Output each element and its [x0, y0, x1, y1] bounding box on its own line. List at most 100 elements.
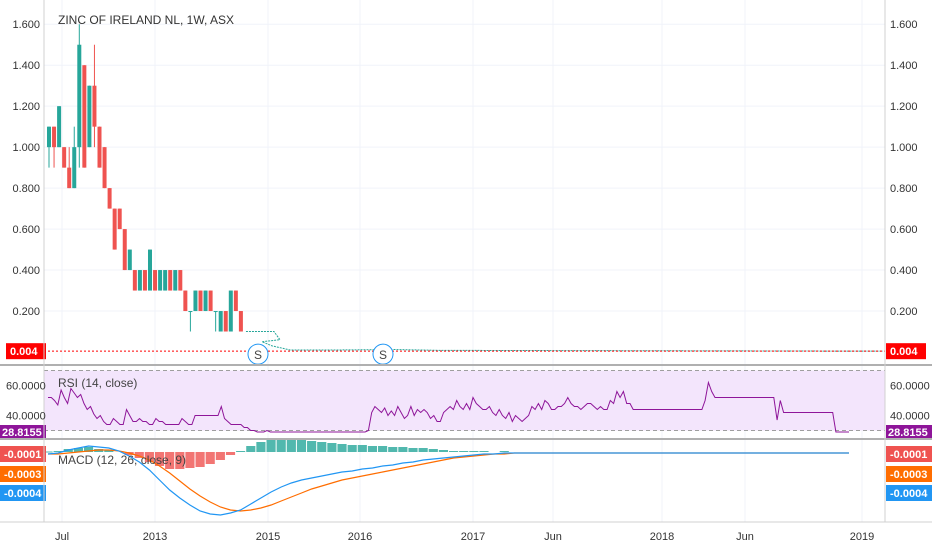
candle-body: [62, 147, 67, 168]
macd-histogram-bar: [337, 444, 347, 452]
candle-body: [117, 208, 122, 230]
macd-histogram-bar: [327, 443, 337, 452]
price-tick-left: 0.400: [12, 265, 40, 277]
macd-pane: -0.0001 -0.0001 -0.0003 -0.0003 -0.0004 -0.00…: [0, 438, 932, 516]
macd-tag-right: [886, 446, 932, 462]
price-tick-right: 1.600: [890, 19, 918, 31]
candle-body: [107, 188, 112, 209]
macd-tag-left-text: -0.0003: [4, 469, 41, 481]
split-marker-label: S: [254, 348, 262, 362]
last-price-tag-right: [886, 343, 926, 360]
rsi-last-tag-left-text: 28.8155: [2, 427, 42, 439]
macd-histogram-bar: [499, 451, 509, 452]
rsi-last-tag-left: [0, 425, 46, 439]
macd-tag-right-text: -0.0001: [890, 449, 927, 461]
price-tick-right: 0.400: [890, 265, 918, 277]
rsi-tick-left: 60.0000: [6, 381, 46, 393]
time-tick-label: Jun: [544, 531, 562, 543]
macd-histogram-bar: [418, 448, 428, 452]
macd-histogram-bar: [286, 438, 296, 452]
price-pane: 0.004 0.004 S S: [6, 24, 926, 365]
macd-histogram-bar: [438, 450, 448, 452]
candle-body: [148, 249, 152, 291]
macd-histogram-bar: [398, 447, 408, 452]
macd-histogram-bar: [165, 452, 175, 469]
macd-line: [47, 445, 849, 516]
candle-body: [67, 167, 72, 189]
candle-body: [173, 270, 178, 291]
macd-tag-right-text: -0.0003: [890, 469, 927, 481]
macd-histogram-bar: [83, 447, 94, 452]
time-tick-label: 2019: [850, 531, 874, 543]
candle-body: [57, 106, 62, 148]
candle-body: [223, 311, 228, 332]
price-tick-right: 1.200: [890, 101, 918, 113]
macd-tag-left: [0, 466, 46, 482]
macd-histogram-bar: [225, 452, 236, 455]
macd-histogram-bar: [134, 452, 144, 458]
macd-histogram-bar: [185, 452, 195, 468]
macd-histogram-bar: [408, 448, 418, 452]
macd-histogram-bar: [357, 445, 367, 452]
candle-body: [228, 290, 233, 332]
macd-histogram-bar: [246, 446, 256, 452]
price-line: [245, 331, 884, 352]
macd-histogram-bar: [449, 451, 459, 452]
price-tick-right: 0.800: [890, 183, 918, 195]
candle-body: [218, 311, 223, 332]
rsi-last-tag-right: [886, 425, 932, 439]
macd-histogram-bar: [428, 449, 438, 452]
macd-histogram-bar: [459, 451, 469, 452]
macd-histogram-bar: [43, 451, 53, 453]
macd-histogram-bar: [144, 452, 154, 462]
candle-body: [178, 270, 183, 291]
last-price-tag-left-text: 0.004: [10, 346, 38, 358]
macd-histogram-bar: [479, 451, 489, 452]
candle-body: [208, 290, 213, 312]
macd-tag-right: [886, 466, 932, 482]
macd-histogram-bar: [266, 439, 276, 452]
macd-histogram-bar: [215, 452, 225, 460]
candle-body: [97, 126, 102, 168]
candle-body: [198, 290, 203, 312]
candle-body: [127, 249, 132, 271]
candle-body: [233, 290, 238, 312]
candle-body: [77, 44, 82, 148]
candle-body: [193, 290, 198, 312]
macd-tag-left: [0, 485, 46, 501]
time-tick-label: 2016: [348, 531, 372, 543]
macd-histogram-bar: [195, 452, 205, 467]
time-tick-label: Jun: [736, 531, 754, 543]
macd-tag-left: [0, 446, 46, 462]
time-tick-label: 2013: [143, 531, 167, 543]
candle-body: [137, 270, 142, 291]
time-tick-label: 2017: [461, 531, 485, 543]
macd-histogram-bar: [367, 446, 378, 452]
price-tick-left: 0.200: [12, 306, 40, 318]
macd-histogram-bar: [347, 445, 357, 452]
price-tick-right: 0.200: [890, 306, 918, 318]
rsi-tick-right: 60.0000: [890, 381, 930, 393]
rsi-label: RSI (14, close): [58, 376, 137, 390]
candle-body: [153, 270, 158, 291]
price-tick-left: 1.400: [12, 60, 40, 72]
rsi-tick-right: 40.0000: [890, 411, 930, 423]
candle-body: [142, 270, 147, 291]
macd-histogram-bar: [73, 448, 83, 452]
price-tick-left: 1.000: [12, 142, 40, 154]
macd-histogram-bar: [296, 439, 307, 452]
time-tick-label: 2015: [256, 531, 280, 543]
candle-body: [102, 147, 107, 189]
macd-histogram-bar: [256, 442, 266, 452]
macd-label: MACD (12, 26, close, 9): [58, 453, 186, 467]
macd-histogram-bar: [205, 452, 215, 464]
candle-body: [122, 229, 127, 271]
candle-body: [168, 270, 173, 291]
macd-histogram-bar: [276, 438, 286, 452]
rsi-line: [48, 380, 849, 433]
time-tick-label: 2018: [650, 531, 674, 543]
price-tick-left: 1.600: [12, 19, 40, 31]
time-tick-label: Jul: [55, 531, 69, 543]
macd-histogram-bar: [388, 447, 398, 452]
candle-body: [213, 311, 218, 313]
